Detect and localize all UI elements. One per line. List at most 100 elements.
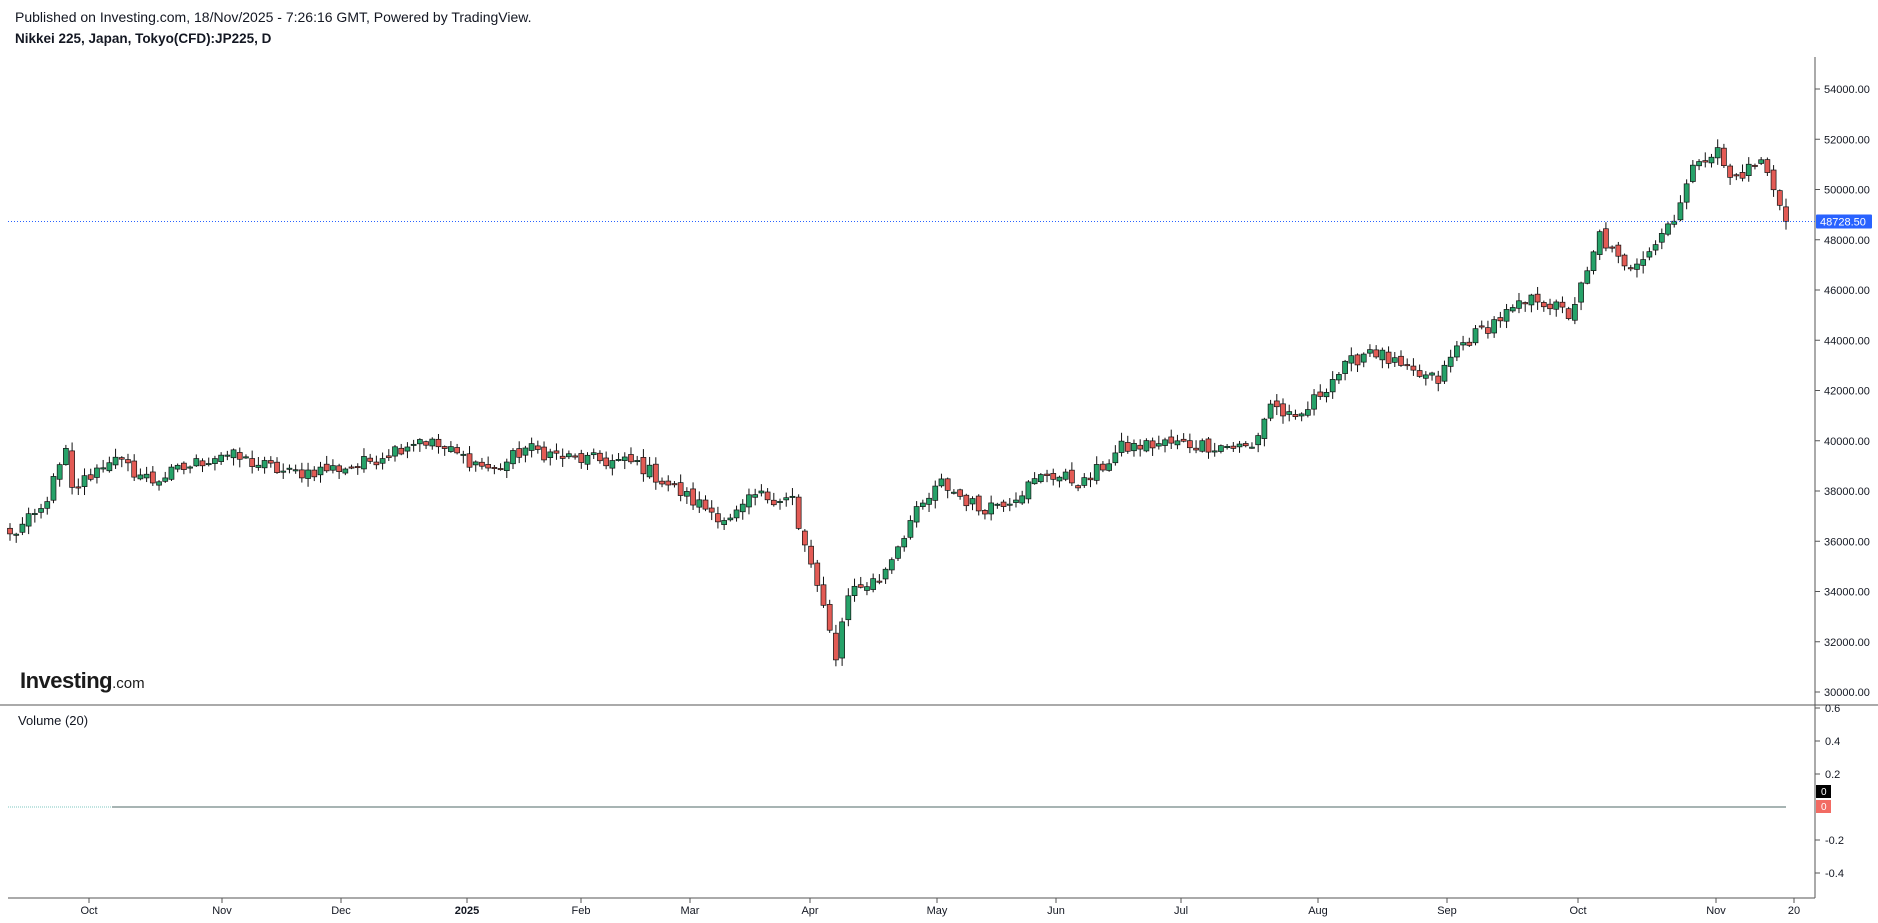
candle-up xyxy=(590,452,597,456)
time-tick-label: Nov xyxy=(1706,905,1726,917)
time-tick-label: 2025 xyxy=(455,905,479,917)
candle xyxy=(870,573,877,593)
candle-down xyxy=(944,478,951,491)
candle xyxy=(733,505,740,522)
candle-up xyxy=(1472,328,1479,344)
candle-down xyxy=(1230,445,1237,449)
candle-down xyxy=(1416,370,1423,377)
candle xyxy=(795,494,802,531)
candle xyxy=(888,557,895,574)
candle-up xyxy=(1454,345,1460,358)
candle xyxy=(572,453,578,460)
candle xyxy=(385,449,392,461)
candle-up xyxy=(1690,164,1696,182)
candle-up xyxy=(1509,307,1516,312)
candle xyxy=(1497,311,1504,328)
candle xyxy=(646,456,653,479)
candle-down xyxy=(603,457,609,467)
candle-down xyxy=(559,455,566,459)
time-tick-label: Nov xyxy=(212,905,232,917)
candle xyxy=(1553,299,1560,317)
candle xyxy=(361,448,367,473)
candle-up xyxy=(404,446,411,452)
last-price-label: 48728.50 xyxy=(1820,216,1866,228)
candle xyxy=(1565,306,1572,321)
candle xyxy=(1764,157,1771,176)
candle-up xyxy=(224,454,231,457)
candle-up xyxy=(783,497,790,501)
candle xyxy=(193,454,200,467)
candle-down xyxy=(857,584,864,588)
candle-up xyxy=(1584,270,1591,284)
candle-up xyxy=(1037,474,1044,483)
candle-down xyxy=(826,604,833,631)
candle-up xyxy=(789,495,796,498)
time-tick-label: 20 xyxy=(1788,905,1800,917)
candle-down xyxy=(1522,302,1529,305)
candle-up xyxy=(218,454,224,462)
candle-up xyxy=(1118,440,1125,453)
candle-down xyxy=(1559,301,1566,308)
candle xyxy=(1367,344,1373,357)
candle xyxy=(330,459,336,474)
candle xyxy=(590,448,597,460)
candle xyxy=(13,532,20,543)
volume-badge-value: 0 xyxy=(1821,787,1827,798)
candle-down xyxy=(441,446,448,449)
candle-up xyxy=(361,456,367,470)
time-tick-label: Sep xyxy=(1437,905,1457,917)
candle-up xyxy=(1261,418,1268,439)
price-tick-label: 54000.00 xyxy=(1824,84,1870,96)
candle xyxy=(696,491,703,513)
candle xyxy=(1031,472,1038,485)
candle-up xyxy=(1199,440,1206,452)
candle xyxy=(640,449,647,482)
candle xyxy=(1143,438,1150,453)
candle-up xyxy=(1143,440,1150,452)
candle-up xyxy=(379,458,386,464)
candle-up xyxy=(888,559,895,571)
candle xyxy=(373,455,380,470)
candle-down xyxy=(578,453,585,463)
price-tick-label: 32000.00 xyxy=(1824,637,1870,649)
candle xyxy=(7,523,13,541)
price-tick-label: 40000.00 xyxy=(1824,436,1870,448)
candle xyxy=(323,455,330,473)
candle xyxy=(541,441,547,463)
candle-up xyxy=(460,453,467,456)
candle xyxy=(1603,222,1609,252)
candle-up xyxy=(1019,495,1026,504)
candle xyxy=(814,559,821,592)
candle-down xyxy=(1478,325,1485,328)
candle xyxy=(1733,173,1740,181)
candle-up xyxy=(19,523,26,533)
candle-down xyxy=(354,466,361,469)
candle xyxy=(1373,345,1380,359)
candle xyxy=(1640,251,1647,274)
candle-down xyxy=(770,499,777,506)
candle-down xyxy=(1739,172,1746,179)
candle-down xyxy=(982,509,988,515)
candle-down xyxy=(541,446,547,461)
candle xyxy=(404,442,411,459)
candle xyxy=(317,461,324,483)
candle xyxy=(1522,301,1529,312)
candle xyxy=(69,442,75,495)
candle xyxy=(1621,253,1628,271)
candle xyxy=(75,478,82,495)
candle-down xyxy=(671,483,678,486)
candle-up xyxy=(1758,159,1765,164)
volume-tick-label: -0.2 xyxy=(1825,835,1844,847)
candle xyxy=(764,488,771,504)
candle-up xyxy=(410,443,417,446)
candle xyxy=(187,465,193,474)
candle xyxy=(1149,437,1156,456)
candle-up xyxy=(50,476,57,501)
candle-up xyxy=(31,513,38,515)
candle xyxy=(1441,360,1448,384)
candle xyxy=(715,506,721,529)
candle-down xyxy=(1752,164,1758,167)
candle-up xyxy=(56,464,63,480)
candle xyxy=(137,468,144,481)
